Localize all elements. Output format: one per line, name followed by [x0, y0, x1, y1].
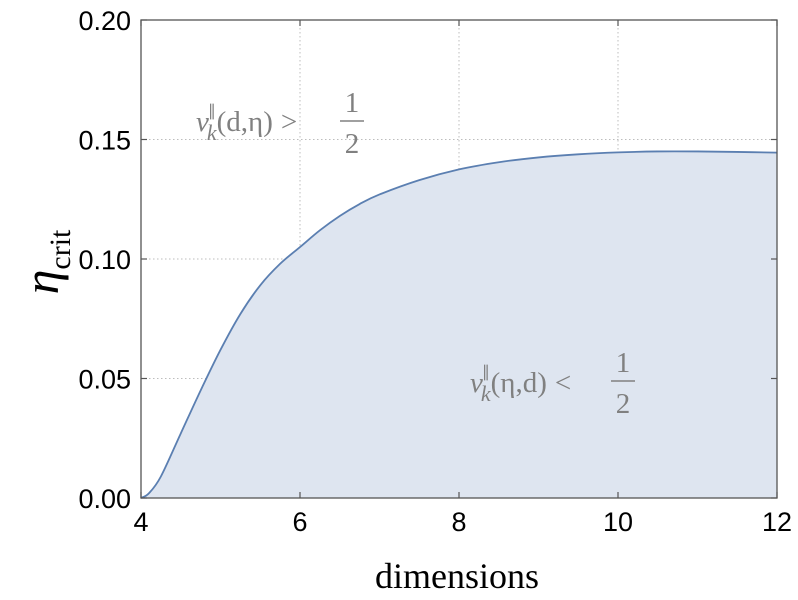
annotation-upper-expr: ν∥ k(d,η) >: [196, 103, 297, 145]
annotation-upper-den: 2: [345, 128, 360, 160]
x-tick-label-0: 4: [133, 507, 148, 537]
annotation-upper-sup: ∥: [208, 103, 216, 120]
annotation-lower-expr: ν∥ k(η,d) <: [470, 364, 571, 406]
x-tick-label-2: 8: [451, 507, 466, 537]
x-tick-label-4: 12: [762, 507, 792, 537]
annotation-lower-op: <: [555, 367, 571, 399]
annotation-lower-num: 1: [616, 347, 631, 379]
ticks: [140, 19, 778, 499]
annotation-upper-args: (d,η): [217, 106, 273, 138]
area-fill: [141, 151, 777, 498]
x-tick-label-1: 6: [292, 507, 307, 537]
y-axis-title-sub: crit: [44, 229, 77, 270]
annotation-lower-sub: k: [481, 381, 492, 406]
y-tick-label-2: 0.10: [78, 245, 131, 275]
y-tick-label-4: 0.20: [78, 6, 131, 36]
x-tick-labels: 4 6 8 10 12: [133, 507, 792, 537]
annotation-upper-sub: k: [207, 120, 218, 145]
annotation-upper: ν∥ k(d,η) > 1 2: [196, 87, 364, 160]
annotation-lower-args: (η,d): [491, 367, 547, 399]
series-line: [140, 150, 778, 499]
y-tick-label-3: 0.15: [78, 126, 131, 156]
y-axis-title-base: η: [13, 270, 69, 295]
annotation-upper-num: 1: [345, 87, 360, 119]
annotation-lower: ν∥ k(η,d) < 1 2: [470, 347, 635, 420]
annotation-lower-den: 2: [616, 388, 631, 420]
y-tick-label-0: 0.00: [78, 484, 131, 514]
annotation-upper-nu: ν: [196, 106, 209, 138]
x-axis-title: dimensions: [375, 556, 539, 596]
x-tick-label-3: 10: [603, 507, 633, 537]
annotation-lower-sup: ∥: [482, 364, 490, 381]
y-axis-title: ηcrit: [13, 229, 77, 294]
y-tick-labels: 0.00 0.05 0.10 0.15 0.20: [78, 6, 131, 514]
annotation-upper-op: >: [281, 106, 297, 138]
y-tick-label-1: 0.05: [78, 365, 131, 395]
annotation-lower-nu: ν: [470, 367, 483, 399]
